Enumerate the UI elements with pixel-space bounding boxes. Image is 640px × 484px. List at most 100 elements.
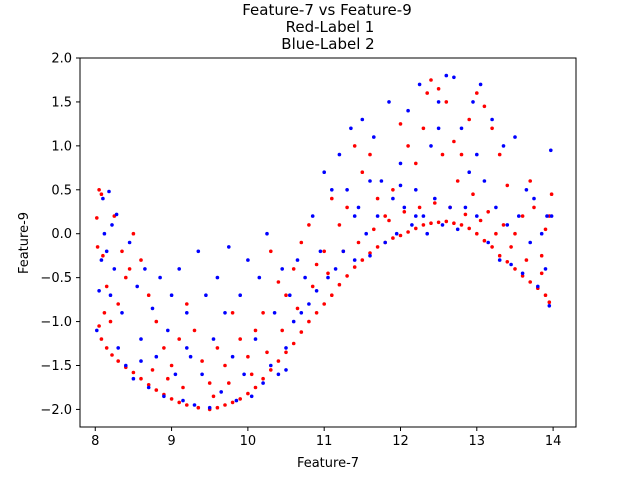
y-tick-label: 2.0: [51, 52, 72, 67]
scatter-point-s0-50: [421, 223, 426, 227]
scatter-point-s1-52: [272, 311, 277, 315]
scatter-point-s0-92: [391, 188, 395, 192]
scatter-point-s0-25: [230, 400, 235, 405]
scatter-point-s1-55: [284, 346, 288, 350]
scatter-point-s1-66: [326, 275, 330, 280]
scatter-point-s0-140: [280, 328, 285, 333]
scatter-point-s0-24: [223, 403, 227, 407]
scatter-point-s0-94: [375, 196, 380, 201]
scatter-point-s1-35: [207, 405, 212, 410]
scatter-point-s1-88: [410, 223, 414, 227]
scatter-point-s0-118: [192, 328, 197, 333]
scatter-point-s1-18: [143, 267, 147, 271]
y-tick-label: −1.0: [40, 315, 72, 330]
scatter-point-s1-21: [154, 354, 159, 359]
scatter-point-s1-124: [545, 214, 549, 218]
scatter-point-s0-36: [314, 311, 319, 315]
scatter-point-s1-24: [166, 328, 170, 333]
scatter-point-s0-146: [372, 227, 376, 232]
chart-title-line-3: Blue-Label 2: [281, 35, 374, 53]
scatter-point-s0-63: [520, 274, 525, 278]
scatter-point-s0-121: [169, 363, 174, 368]
scatter-point-s0-148: [402, 210, 407, 214]
scatter-point-s0-120: [177, 337, 181, 341]
y-tick-label: 0.0: [51, 227, 72, 242]
scatter-point-s0-46: [391, 236, 395, 240]
scatter-point-s1-29: [185, 311, 189, 315]
scatter-point-s0-54: [452, 221, 456, 225]
scatter-point-s0-106: [284, 293, 288, 298]
scatter-point-s1-68: [333, 267, 338, 271]
scatter-point-s1-34: [204, 293, 208, 298]
scatter-point-s0-141: [295, 306, 300, 311]
scatter-point-s0-125: [139, 258, 143, 262]
scatter-point-s0-150: [433, 201, 437, 205]
scatter-point-s1-22: [158, 275, 162, 280]
scatter-point-s1-101: [459, 126, 464, 131]
scatter-point-s1-10: [114, 212, 119, 217]
scatter-point-s0-127: [124, 275, 128, 280]
scatter-point-s1-103: [467, 170, 472, 174]
scatter-point-s0-71: [539, 253, 544, 258]
scatter-point-s1-25: [169, 293, 174, 298]
scatter-point-s1-98: [448, 205, 452, 210]
scatter-point-s0-5: [104, 284, 109, 289]
scatter-point-s0-8: [99, 337, 104, 341]
y-axis-label: Feature-9: [17, 212, 32, 274]
scatter-point-s0-114: [223, 363, 227, 368]
chart-title-line-2: Red-Label 1: [286, 18, 375, 36]
scatter-point-s0-64: [528, 280, 532, 284]
scatter-point-s1-85: [398, 161, 403, 166]
scatter-point-s0-67: [547, 300, 552, 305]
scatter-point-s1-100: [455, 227, 460, 232]
x-axis-label: Feature-7: [297, 456, 359, 471]
scatter-point-s0-122: [162, 346, 166, 350]
scatter-point-s0-28: [253, 385, 258, 390]
scatter-point-s1-132: [284, 368, 288, 372]
scatter-point-s0-42: [360, 258, 365, 262]
scatter-point-s0-157: [539, 271, 544, 276]
scatter-point-s1-16: [135, 284, 139, 289]
scatter-point-s1-46: [249, 394, 254, 399]
scatter-point-s1-87: [406, 108, 410, 113]
scatter-point-s0-68: [549, 192, 554, 196]
scatter-point-s1-131: [368, 179, 372, 183]
scatter-point-s0-6: [102, 311, 107, 315]
scatter-point-s1-62: [310, 214, 315, 218]
scatter-point-s0-60: [497, 253, 502, 258]
scatter-point-s0-101: [322, 249, 327, 254]
scatter-point-s1-118: [524, 188, 529, 192]
scatter-point-s1-65: [322, 170, 327, 174]
y-tick-label: −0.5: [40, 271, 72, 286]
scatter-point-s1-50: [265, 231, 269, 236]
scatter-point-s1-134: [139, 359, 143, 363]
scatter-point-s1-114: [509, 262, 513, 267]
scatter-point-s1-9: [112, 267, 117, 271]
chart-title-line-1: Feature-7 vs Feature-9: [242, 1, 412, 19]
x-tick-label: 10: [240, 434, 257, 449]
scatter-point-s0-111: [246, 354, 250, 359]
scatter-point-s0-14: [139, 376, 143, 381]
scatter-point-s0-49: [414, 226, 418, 231]
scatter-point-s1-41: [230, 354, 235, 359]
scatter-point-s1-90: [417, 82, 422, 87]
scatter-point-s1-108: [486, 240, 491, 245]
x-tick-label: 14: [545, 434, 562, 449]
scatter-point-s1-93: [429, 144, 433, 148]
x-tick-label: 13: [469, 434, 486, 449]
scatter-point-s1-1: [97, 289, 101, 293]
scatter-point-s1-39: [223, 311, 227, 315]
scatter-point-s1-81: [383, 240, 388, 245]
scatter-point-s1-45: [246, 258, 250, 262]
scatter-point-s1-8: [110, 223, 114, 227]
scatter-point-s0-117: [200, 359, 204, 363]
scatter-point-s1-54: [280, 267, 285, 271]
scatter-point-s0-149: [417, 205, 422, 210]
scatter-point-s0-99: [337, 223, 342, 227]
y-tick-label: −2.0: [40, 403, 72, 418]
scatter-point-s1-110: [494, 205, 498, 210]
scatter-point-s0-66: [543, 293, 548, 298]
scatter-point-s1-30: [188, 354, 193, 359]
scatter-point-s0-44: [375, 245, 380, 249]
scatter-point-s0-74: [520, 214, 525, 218]
